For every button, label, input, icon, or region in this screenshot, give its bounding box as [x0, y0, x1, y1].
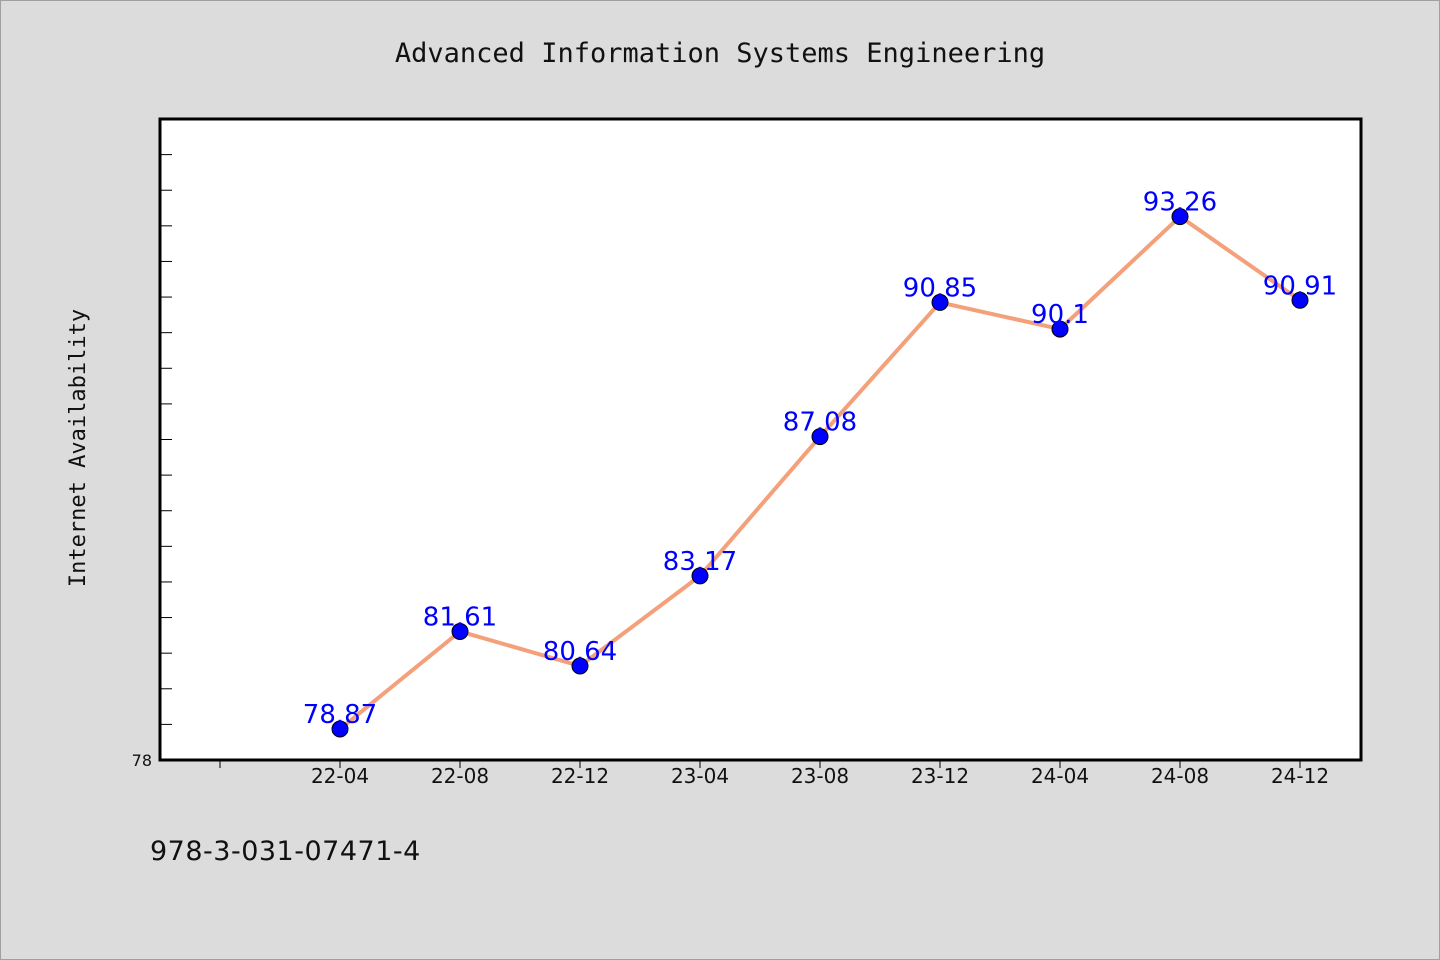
x-tick-label: 24-12	[1271, 764, 1329, 788]
data-point	[1051, 320, 1069, 338]
x-tick-label: 22-08	[431, 764, 489, 788]
isbn-code: 978-3-031-07471-4	[150, 836, 421, 867]
data-label: 93.26	[1143, 188, 1217, 218]
data-point	[571, 657, 589, 675]
x-tick-label: 24-08	[1151, 764, 1209, 788]
plot-area	[158, 117, 1363, 762]
data-label: 80.64	[543, 637, 617, 667]
data-label: 90.1	[1031, 300, 1089, 330]
data-point	[451, 622, 469, 640]
data-point	[691, 567, 709, 585]
data-label: 90.91	[1263, 271, 1337, 301]
data-label: 81.61	[423, 602, 497, 632]
data-label: 83.17	[663, 547, 737, 577]
x-tick-label: 23-12	[911, 764, 969, 788]
y-tick-label: 78	[132, 751, 152, 770]
series-line-group: 78.87 81.61 80.64 83.17 87.08 90.85 90.1 93.26 9…	[303, 188, 1337, 738]
data-label: 78.87	[303, 700, 377, 730]
chart-title: Advanced Information Systems Engineering	[395, 38, 1045, 69]
data-point	[1171, 208, 1189, 226]
y-axis-ticks	[160, 154, 172, 725]
data-point	[811, 428, 829, 446]
y-axis-label: Internet Availability	[66, 309, 91, 587]
x-tick-label: 22-12	[551, 764, 609, 788]
x-tick-label: 23-04	[671, 764, 729, 788]
x-tick-label: 22-04	[311, 764, 369, 788]
data-point	[931, 293, 949, 311]
data-label: 90.85	[903, 273, 977, 303]
x-axis-ticks: 22-04 22-08 22-12 23-04 23-08 23-12 24-04 24-08…	[219, 760, 1329, 788]
data-point	[1291, 291, 1309, 309]
data-point	[331, 720, 349, 738]
data-label: 87.08	[783, 408, 857, 438]
x-tick-label: 23-08	[791, 764, 849, 788]
x-tick-label: 24-04	[1031, 764, 1089, 788]
